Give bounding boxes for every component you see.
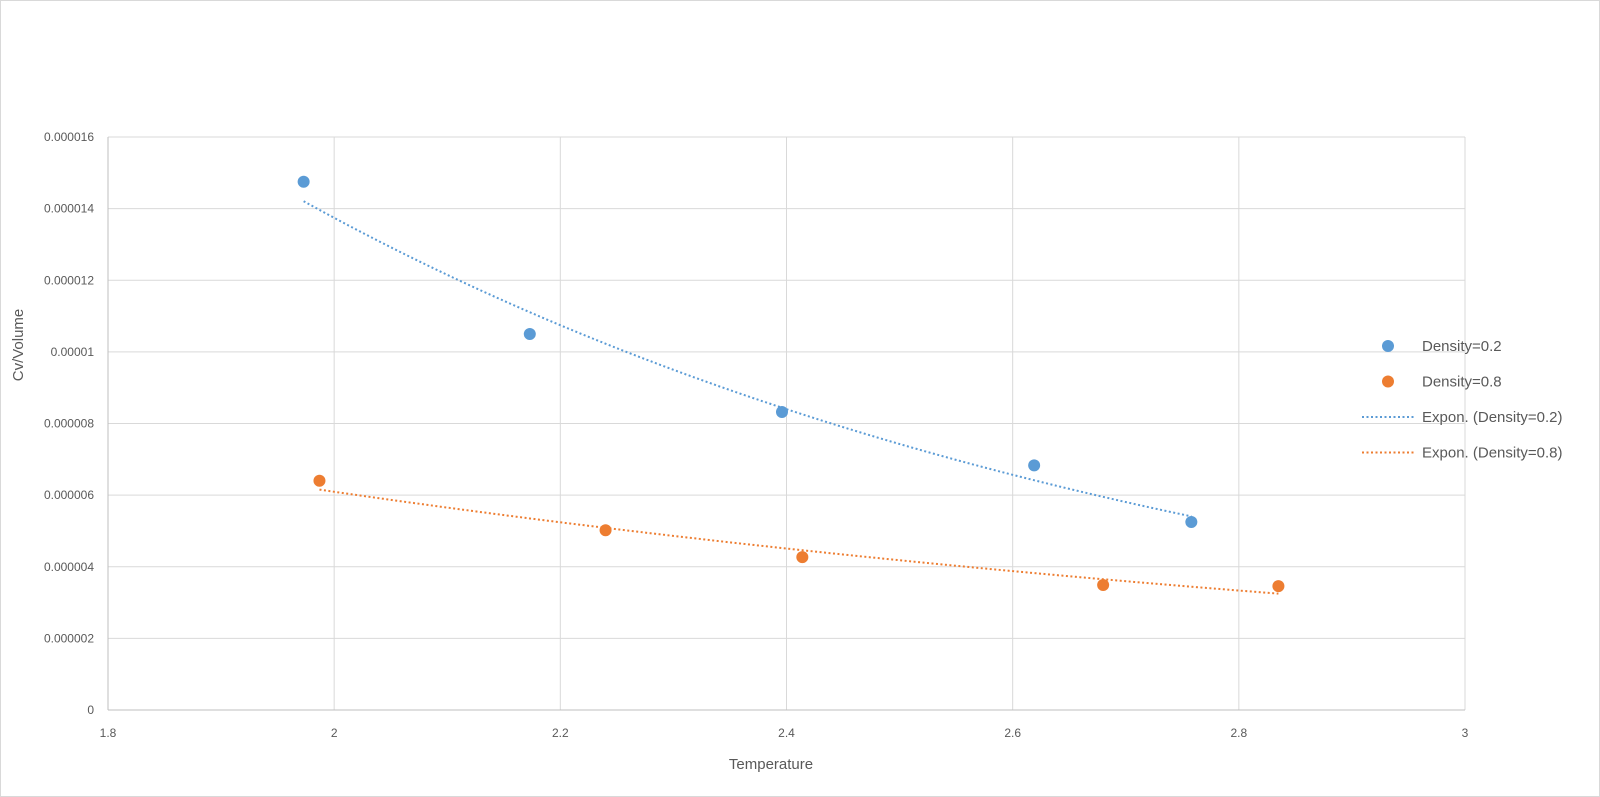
legend-marker-series-2 xyxy=(1382,375,1394,388)
y-tick-label: 0.00001 xyxy=(51,345,95,359)
trendlines xyxy=(303,200,1279,595)
y-tick-label: 0.000006 xyxy=(44,488,94,502)
x-tick-label: 3 xyxy=(1462,726,1469,740)
data-point-series-2 xyxy=(1097,579,1110,592)
x-tick-label: 2.4 xyxy=(778,726,795,740)
data-point-series-1 xyxy=(1028,459,1041,472)
trendline-series-1 xyxy=(303,200,1192,518)
axes xyxy=(107,137,1465,711)
data-point-series-1 xyxy=(775,406,788,419)
data-points xyxy=(297,175,1285,593)
data-point-series-1 xyxy=(1185,515,1198,528)
data-point-series-2 xyxy=(796,551,809,564)
data-point-series-1 xyxy=(297,175,310,188)
x-axis-title: Temperature xyxy=(729,756,813,773)
y-tick-label: 0.000012 xyxy=(44,273,94,287)
x-tick-labels: 1.8 2 2.2 2.4 2.6 2.8 3 xyxy=(100,726,1469,740)
data-point-series-1 xyxy=(523,327,536,340)
data-point-series-2 xyxy=(1272,580,1285,593)
x-tick-label: 2.2 xyxy=(552,726,569,740)
legend-trend-label-series-1: Expon. (Density=0.2) xyxy=(1422,409,1563,426)
x-tick-label: 2 xyxy=(331,726,338,740)
y-tick-labels: 0 0.000002 0.000004 0.000006 0.000008 0.00001… xyxy=(44,130,94,717)
data-point-series-2 xyxy=(599,524,612,537)
trendline-series-2 xyxy=(319,488,1279,595)
y-tick-label: 0.000016 xyxy=(44,130,94,144)
legend: Density=0.2 Density=0.8 Expon. (Density=0.… xyxy=(1362,338,1563,462)
x-tick-label: 1.8 xyxy=(100,726,117,740)
x-tick-label: 2.6 xyxy=(1004,726,1021,740)
y-tick-label: 0.000014 xyxy=(44,202,94,216)
legend-trend-label-series-2: Expon. (Density=0.8) xyxy=(1422,445,1563,462)
x-tick-label: 2.8 xyxy=(1230,726,1247,740)
y-tick-label: 0.000002 xyxy=(44,631,94,645)
legend-label-series-1: Density=0.2 xyxy=(1422,338,1502,355)
legend-label-series-2: Density=0.8 xyxy=(1422,374,1502,391)
y-tick-label: 0.000008 xyxy=(44,417,94,431)
y-axis-title: Cv/Volume xyxy=(10,309,27,382)
data-point-series-2 xyxy=(313,474,326,487)
gridlines xyxy=(108,136,1466,710)
y-tick-label: 0.000004 xyxy=(44,560,94,574)
y-tick-label: 0 xyxy=(87,703,94,717)
legend-marker-series-1 xyxy=(1382,340,1394,352)
